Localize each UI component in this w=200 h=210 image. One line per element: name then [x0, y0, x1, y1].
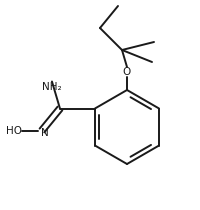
- Text: N: N: [41, 127, 49, 138]
- Text: O: O: [122, 67, 130, 77]
- Text: HO: HO: [6, 126, 22, 135]
- Text: NH₂: NH₂: [42, 81, 61, 92]
